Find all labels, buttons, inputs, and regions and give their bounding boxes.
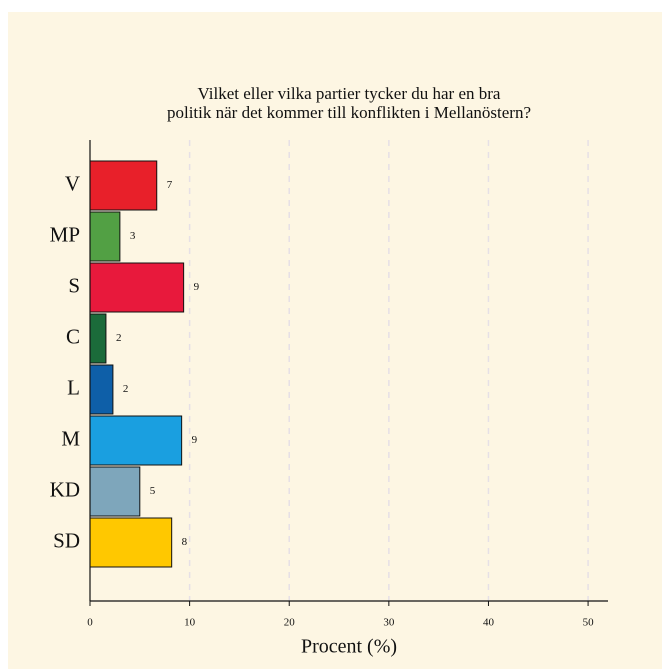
bar — [89, 466, 141, 517]
bar — [89, 160, 158, 211]
y-tick-label: C — [66, 324, 80, 348]
bar — [89, 313, 107, 364]
x-axis-label: Procent (%) — [301, 636, 397, 658]
y-tick-label: KD — [50, 477, 80, 501]
y-tick-label: V — [65, 171, 80, 195]
chart-title: politik när det kommer till konflikten i… — [167, 103, 531, 122]
value-label: 5 — [150, 485, 156, 497]
value-label: 7 — [167, 179, 173, 191]
y-tick-label: SD — [53, 528, 80, 552]
y-tick-label: S — [68, 273, 80, 297]
bar — [89, 262, 185, 313]
x-tick-label: 50 — [583, 617, 595, 629]
x-tick-label: 20 — [284, 617, 296, 629]
value-label: 8 — [182, 536, 188, 548]
y-tick-label: MP — [50, 222, 80, 246]
x-tick-label: 10 — [184, 617, 196, 629]
bar — [89, 517, 173, 568]
value-label: 9 — [192, 434, 198, 446]
value-label: 2 — [116, 332, 122, 344]
x-tick-label: 0 — [87, 617, 93, 629]
y-tick-label: L — [67, 375, 80, 399]
y-tick-label: M — [61, 426, 80, 450]
bar — [89, 364, 114, 415]
value-label: 9 — [194, 281, 200, 293]
chart-title: Vilket eller vilka partier tycker du har… — [198, 84, 501, 103]
value-label: 3 — [130, 230, 136, 242]
x-tick-label: 30 — [383, 617, 395, 629]
bar — [89, 415, 183, 466]
value-label: 2 — [123, 383, 128, 395]
x-tick-label: 40 — [483, 617, 495, 629]
bar — [89, 211, 121, 262]
